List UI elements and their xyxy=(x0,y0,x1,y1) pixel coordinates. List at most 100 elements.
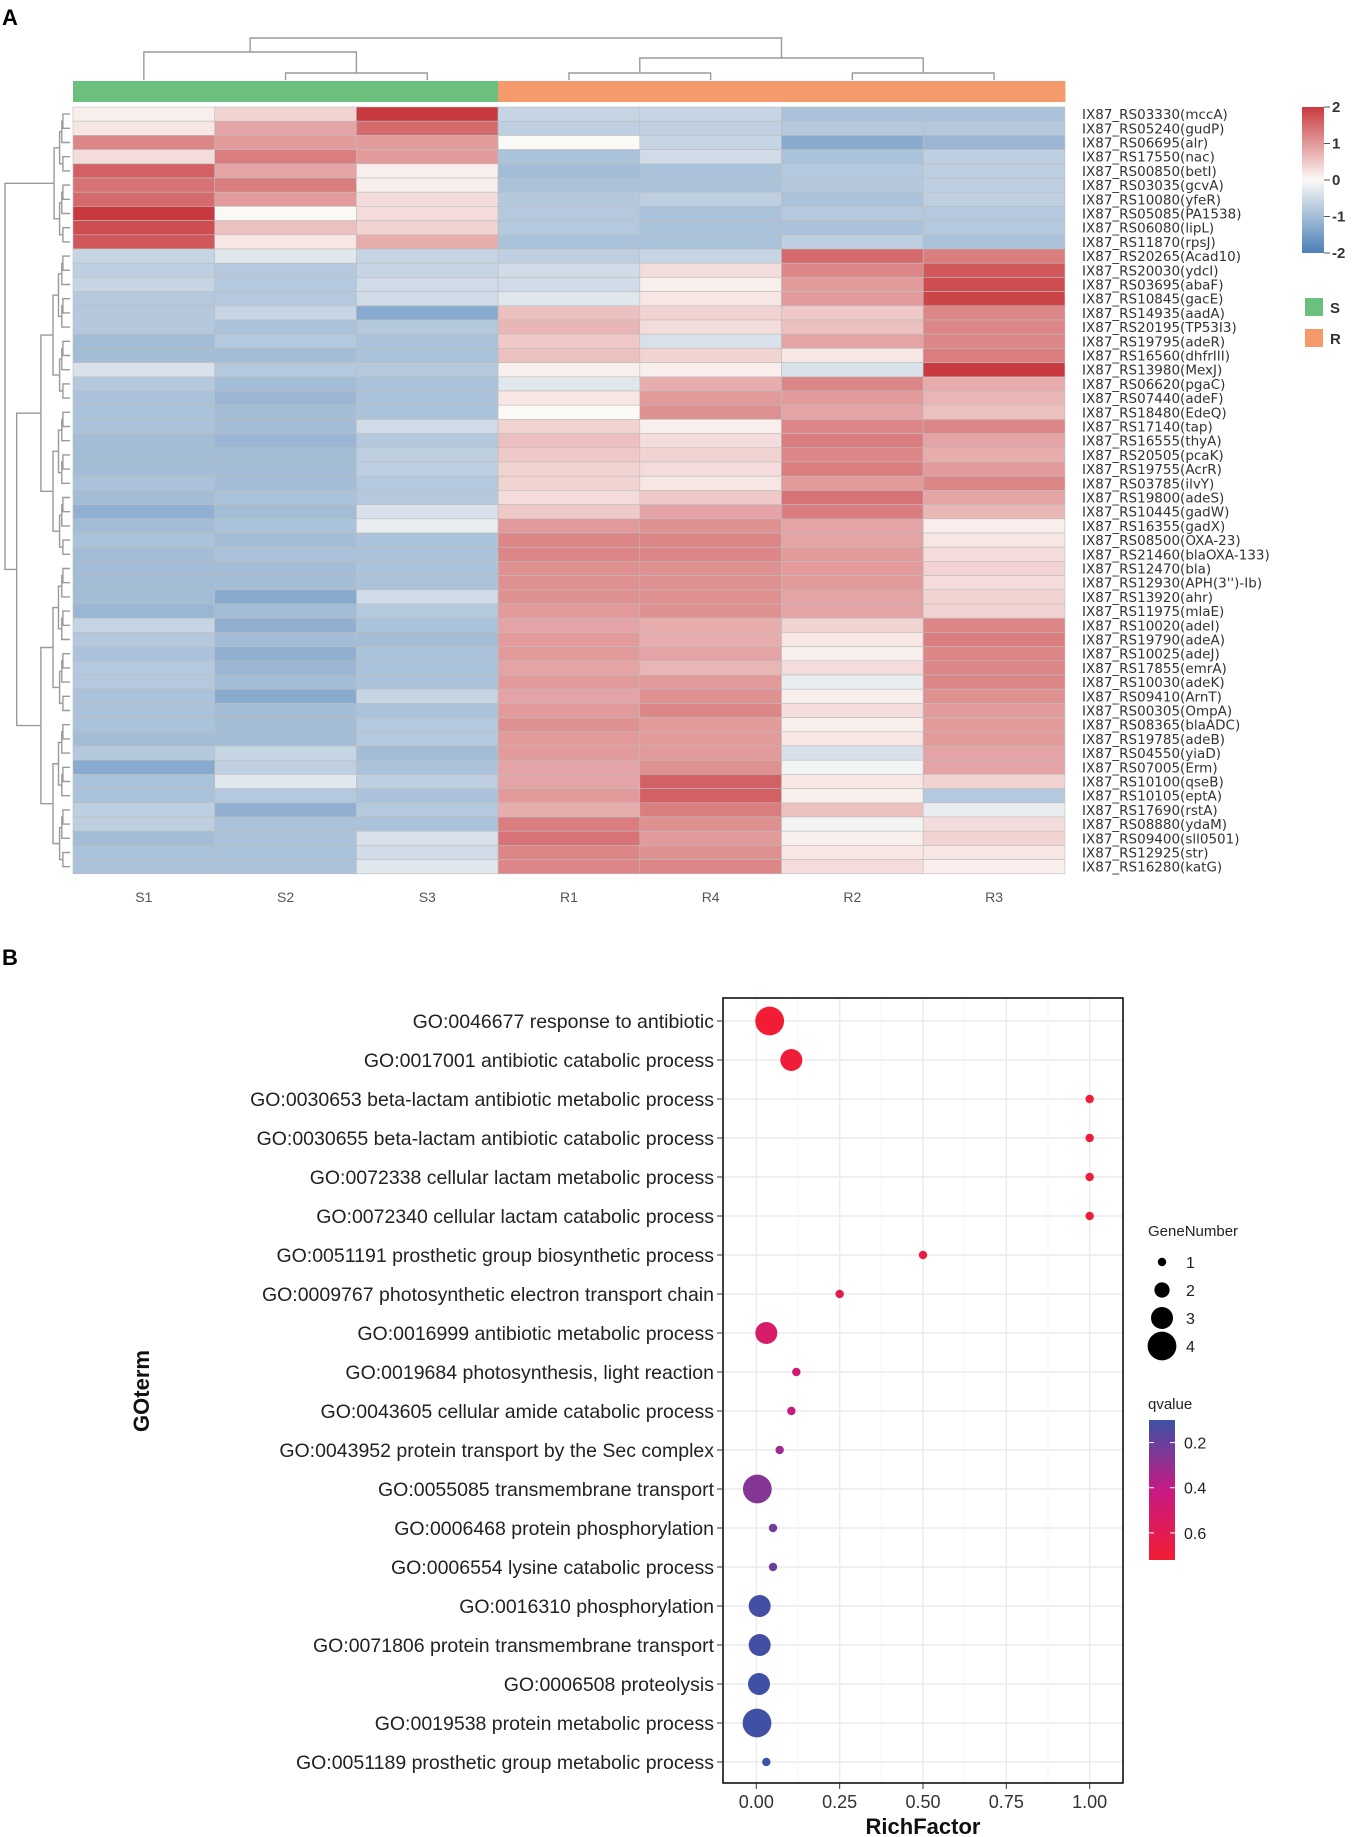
heatmap-cell xyxy=(497,788,641,804)
sample-label: S1 xyxy=(135,889,152,905)
dendrogram-branch xyxy=(16,412,41,727)
heatmap-cell xyxy=(356,461,499,477)
heatmap-cell xyxy=(781,816,924,832)
gene-label: IX87_RS10020(adeI) xyxy=(1082,618,1220,634)
heatmap-cell xyxy=(214,688,357,704)
dendrogram-branch xyxy=(62,226,70,243)
heatmap-cell xyxy=(497,703,641,718)
heatmap-cell xyxy=(781,163,924,179)
gene-label: IX87_RS03785(ilvY) xyxy=(1082,476,1214,492)
heatmap-cell xyxy=(922,518,1066,534)
heatmap-cell xyxy=(497,589,641,605)
go-term-label: GO:0055085 transmembrane transport xyxy=(378,1479,715,1501)
heat-legend-label: 1 xyxy=(1332,136,1340,153)
heatmap-cell xyxy=(356,518,499,534)
gene-label: IX87_RS12930(APH(3'')-Ib) xyxy=(1082,576,1262,592)
heatmap-cell xyxy=(922,717,1066,733)
heatmap-cell xyxy=(497,120,641,136)
heatmap-cell xyxy=(214,518,357,534)
heatmap-cell xyxy=(214,277,357,292)
heatmap-cell xyxy=(72,504,215,520)
heatmap-cell xyxy=(214,305,357,321)
heatmap-cell xyxy=(497,248,641,264)
heatmap-cell xyxy=(72,319,215,335)
heatmap-cell xyxy=(639,589,782,605)
go-point xyxy=(768,1523,778,1533)
heatmap-cell xyxy=(214,234,357,250)
heatmap-cell xyxy=(214,603,357,619)
gene-label: IX87_RS10445(gadW) xyxy=(1082,505,1229,521)
heatmap-cell xyxy=(781,845,924,860)
heatmap-cell xyxy=(72,774,215,789)
heatmap-cell xyxy=(356,376,499,392)
heatmap-cell xyxy=(922,149,1066,165)
heatmap-cell xyxy=(781,646,924,662)
gene-label: IX87_RS10845(gacE) xyxy=(1082,292,1223,308)
heatmap-cell xyxy=(497,845,641,860)
heatmap-cell xyxy=(356,135,499,150)
heatmap-cell xyxy=(214,532,357,548)
dendrogram-branch xyxy=(62,809,70,825)
gene-label: IX87_RS19755(AcrR) xyxy=(1082,462,1222,478)
heatmap-cell xyxy=(356,859,499,875)
qvalue-legend-label: 0.4 xyxy=(1184,1481,1206,1498)
gene-label: IX87_RS19785(adeB) xyxy=(1082,732,1225,748)
heatmap-cell xyxy=(922,163,1066,179)
go-term-label: GO:0016310 phosphorylation xyxy=(459,1596,714,1618)
heatmap-cell xyxy=(781,277,924,292)
heatmap-cell xyxy=(356,660,499,676)
heatmap-cell xyxy=(639,603,782,619)
heatmap-cell xyxy=(639,561,782,576)
heatmap-cell xyxy=(781,546,924,562)
heatmap-cell xyxy=(639,859,782,875)
heatmap-cell xyxy=(639,262,782,278)
heatmap-cell xyxy=(72,688,215,704)
heatmap-cell xyxy=(356,788,499,804)
heatmap-cell xyxy=(214,646,357,662)
heatmap-cell xyxy=(214,149,357,165)
heatmap-cell xyxy=(497,390,641,406)
heatmap-cell xyxy=(922,362,1066,378)
x-tick-label: 0.00 xyxy=(739,1792,774,1812)
heatmap-cell xyxy=(72,220,215,236)
heatmap-cell xyxy=(922,504,1066,520)
sample-label: S3 xyxy=(419,889,436,905)
heatmap-cell xyxy=(72,717,215,733)
heatmap-cell xyxy=(781,262,924,278)
heatmap-cell xyxy=(781,802,924,818)
gene-label: IX87_RS19795(adeR) xyxy=(1082,334,1225,350)
gene-label: IX87_RS17140(tap) xyxy=(1082,420,1213,436)
go-point xyxy=(780,1049,803,1071)
heatmap-cell xyxy=(72,348,215,363)
gene-label: IX87_RS04550(yiaD) xyxy=(1082,746,1221,762)
heatmap-cell xyxy=(639,177,782,193)
heatmap-cell xyxy=(214,589,357,605)
heatmap-cell xyxy=(922,731,1066,747)
heatmap-cell xyxy=(922,447,1066,463)
heatmap-cell xyxy=(356,177,499,193)
heatmap-cell xyxy=(214,348,357,363)
group-legend-label: S xyxy=(1330,300,1340,317)
dendrogram-branch xyxy=(639,57,924,73)
heatmap-cell xyxy=(497,291,641,307)
heatmap-cell xyxy=(72,546,215,562)
heatmap-cell xyxy=(214,461,357,477)
gene-label: IX87_RS00305(OmpA) xyxy=(1082,704,1232,720)
heatmap-cell xyxy=(922,191,1066,207)
heatmap-cell xyxy=(922,348,1066,363)
heatmap-cell xyxy=(781,589,924,605)
gene-label: IX87_RS10025(adeJ) xyxy=(1082,647,1220,663)
heatmap-cell xyxy=(922,802,1066,818)
heatmap-cell xyxy=(639,419,782,434)
go-point xyxy=(1085,1094,1094,1104)
heatmap-cell xyxy=(214,575,357,591)
go-term-label: GO:0030653 beta-lactam antibiotic metabo… xyxy=(250,1089,714,1111)
go-term-label: GO:0030655 beta-lactam antibiotic catabo… xyxy=(257,1128,715,1150)
dendrogram-branch xyxy=(62,454,70,470)
dendrogram-branch xyxy=(62,567,70,584)
heatmap-cell xyxy=(214,745,357,761)
heatmap-cell xyxy=(356,419,499,434)
heatmap-cell xyxy=(497,163,641,179)
heatmap-cell xyxy=(72,149,215,165)
